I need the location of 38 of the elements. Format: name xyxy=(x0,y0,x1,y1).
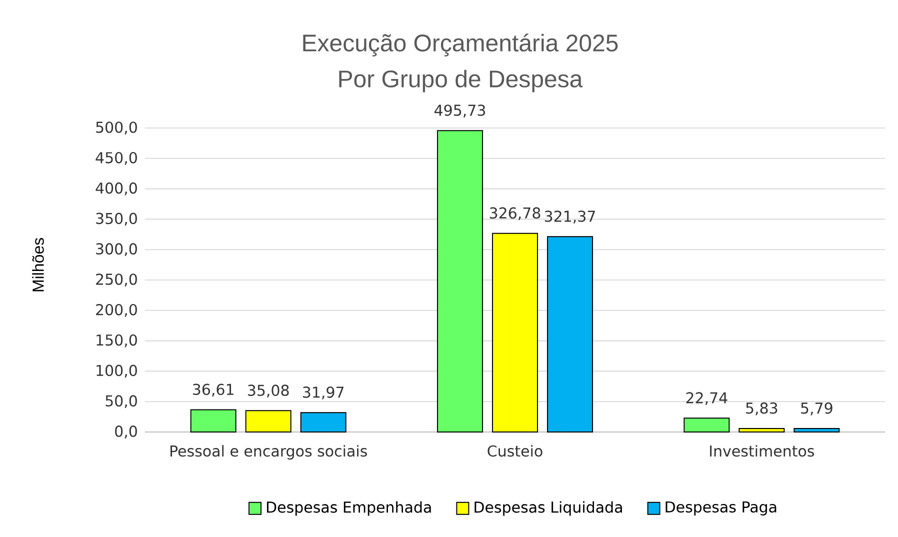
legend-label: Despesas Paga xyxy=(666,501,776,516)
data-label: 5,83 xyxy=(746,402,778,416)
y-tick-label: 150,0 xyxy=(96,334,137,348)
y-axis-title: Milhões xyxy=(32,238,44,292)
x-tick-label: Investimentos xyxy=(710,445,814,457)
y-tick-label: 400,0 xyxy=(96,182,137,196)
data-label: 321,37 xyxy=(544,210,595,224)
bar xyxy=(684,418,730,432)
bar xyxy=(245,410,292,432)
x-tick-label: Pessoal e encargos sociais xyxy=(170,445,367,460)
legend-label: Despesas Empenhada xyxy=(266,501,431,516)
y-tick-label: 450,0 xyxy=(96,152,137,165)
y-tick-label: 0,0 xyxy=(115,426,137,438)
y-tick-label: 50,0 xyxy=(106,395,137,408)
bar xyxy=(547,236,594,432)
y-tick-label: 100,0 xyxy=(96,364,137,378)
data-label: 31,97 xyxy=(303,386,344,400)
x-tick-label: Custeio xyxy=(488,445,542,457)
y-tick-label: 200,0 xyxy=(96,304,137,317)
data-label: 326,78 xyxy=(490,207,540,220)
data-label: 5,79 xyxy=(801,402,832,416)
y-tick-label: 350,0 xyxy=(96,212,137,226)
data-label: 22,74 xyxy=(686,392,728,406)
y-tick-label: 500,0 xyxy=(96,122,137,134)
legend-label: Despesas Liquidada xyxy=(474,501,622,516)
bar xyxy=(492,232,538,432)
data-label: 35,08 xyxy=(248,384,289,398)
data-label: 36,61 xyxy=(193,384,234,397)
chart-subtitle: Por Grupo de Despesa xyxy=(339,70,583,92)
bar xyxy=(190,409,236,432)
bar xyxy=(738,428,785,432)
bar xyxy=(794,428,840,432)
bar xyxy=(437,130,484,432)
chart-title: Execução Orçamentária 2025 xyxy=(303,34,618,56)
y-tick-label: 250,0 xyxy=(96,274,137,286)
bar xyxy=(300,412,346,432)
data-label: 495,73 xyxy=(434,104,486,118)
y-tick-label: 300,0 xyxy=(96,243,137,256)
